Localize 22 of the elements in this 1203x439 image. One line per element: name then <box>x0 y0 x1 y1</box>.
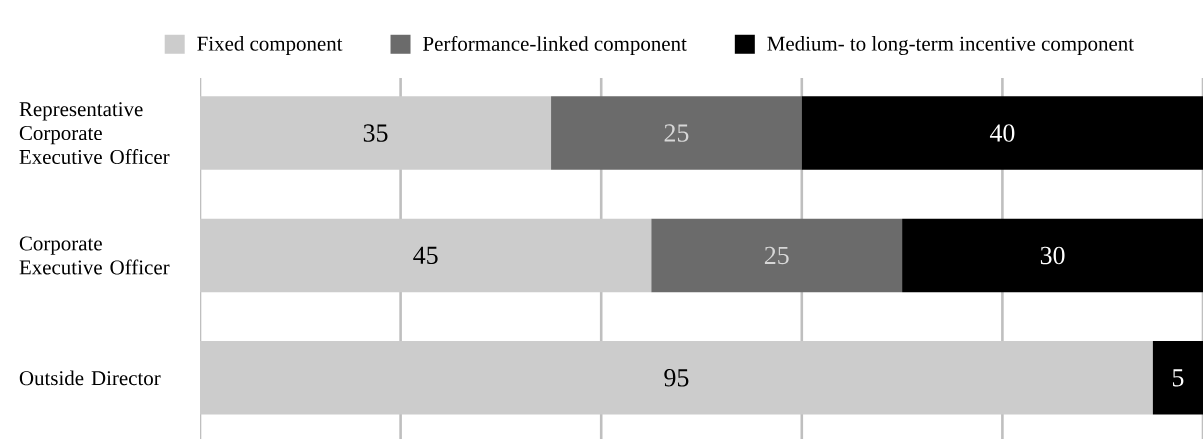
bar <box>902 218 1203 293</box>
bar <box>801 96 1203 170</box>
legend-label: Fixed component <box>197 36 343 55</box>
data-label: 25 <box>764 246 789 265</box>
data-label: 45 <box>413 246 438 265</box>
legend-label: Medium- to long-term incentive component <box>767 36 1134 56</box>
data-label: 5 <box>1172 369 1184 387</box>
data-label: 35 <box>363 124 388 142</box>
data-label: 25 <box>664 124 689 142</box>
bar <box>651 218 903 293</box>
bar <box>1152 341 1203 415</box>
y-tick-label: Representative Corporate Executive Officer <box>19 102 170 165</box>
legend-label: Performance-linked component <box>423 35 687 56</box>
bar <box>200 96 552 170</box>
bar <box>200 341 1153 415</box>
bar <box>551 96 802 170</box>
y-tick-label: Corporate Executive Officer <box>19 236 170 275</box>
data-label: 30 <box>1040 246 1065 265</box>
data-label: 95 <box>664 369 689 387</box>
y-tick-label: Outside Director <box>19 370 161 386</box>
bar <box>200 218 652 293</box>
data-label: 40 <box>989 124 1015 142</box>
